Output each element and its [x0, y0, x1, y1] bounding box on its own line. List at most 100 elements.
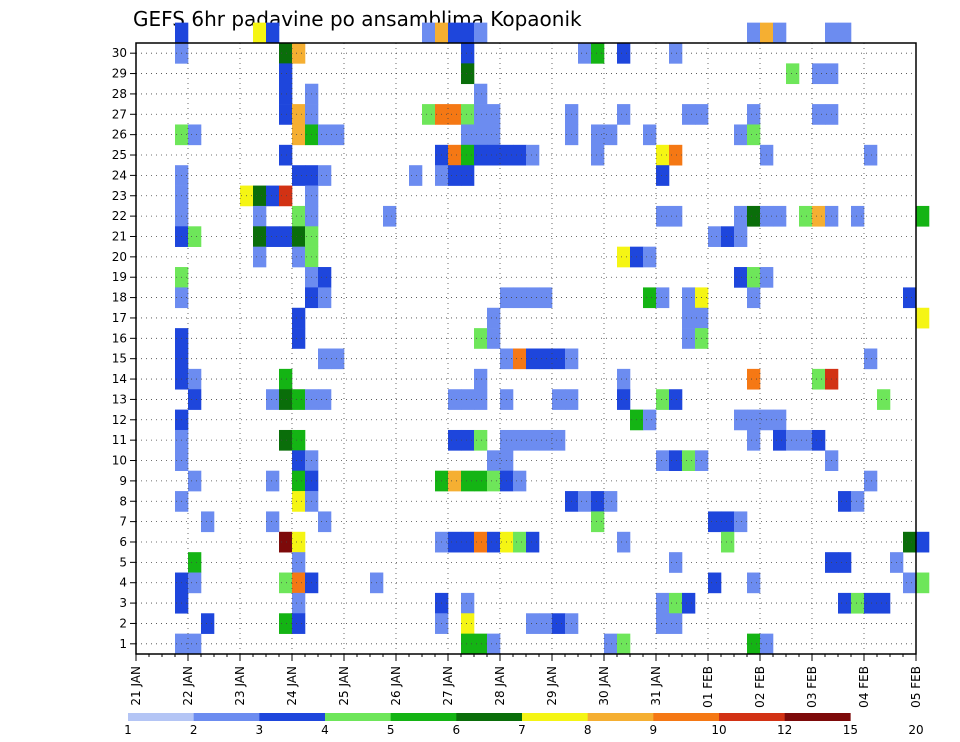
- y-tick-label: 24: [112, 168, 127, 182]
- heatmap-cell: [279, 572, 293, 594]
- heatmap-cell: [292, 429, 306, 451]
- heatmap-cell: [461, 429, 475, 451]
- heatmap-cell: [656, 165, 670, 186]
- heatmap-cell: [734, 205, 748, 227]
- heatmap-cell: [266, 389, 280, 410]
- heatmap-cell: [188, 470, 202, 492]
- heatmap-cell: [669, 613, 683, 634]
- heatmap-cell: [266, 470, 280, 492]
- grid-lines: [136, 43, 916, 654]
- heatmap-cell: [487, 104, 501, 125]
- y-tick-label: 19: [112, 270, 127, 284]
- heatmap-cell: [812, 205, 826, 227]
- heatmap-cell: [799, 205, 813, 227]
- heatmap-cell: [656, 450, 670, 471]
- heatmap-cell: [474, 368, 488, 390]
- heatmap-cell: [643, 246, 657, 268]
- heatmap-cell: [552, 613, 566, 634]
- heatmap-cell: [656, 389, 670, 410]
- heatmap-cell: [448, 22, 462, 44]
- heatmap-cell: [331, 124, 345, 146]
- colorbar-label: 6: [453, 723, 461, 737]
- heatmap-cell: [448, 144, 462, 166]
- y-tick-label: 27: [112, 107, 127, 121]
- heatmap-cell: [604, 633, 618, 655]
- heatmap-cell: [292, 552, 306, 573]
- heatmap-cell: [838, 552, 852, 573]
- heatmap-cell: [552, 429, 566, 451]
- heatmap-cell: [591, 511, 605, 533]
- colorbar-label: 9: [650, 723, 658, 737]
- heatmap-cell: [747, 205, 761, 227]
- heatmap-cell: [201, 613, 215, 634]
- heatmap-cell: [474, 22, 488, 44]
- heatmap-cell: [682, 104, 696, 125]
- heatmap-cell: [669, 552, 683, 573]
- heatmap-cell: [461, 43, 475, 64]
- heatmap-cell: [812, 104, 826, 125]
- colorbar-swatch: [390, 713, 457, 721]
- heatmap-cell: [799, 429, 813, 451]
- heatmap-cell: [461, 165, 475, 186]
- heatmap-cell: [591, 43, 605, 64]
- heatmap-cell: [474, 633, 488, 655]
- x-tick-label: 02 FEB: [753, 666, 767, 708]
- heatmap-cell: [253, 22, 267, 44]
- heatmap-cell: [474, 531, 488, 553]
- heatmap-cell: [916, 572, 930, 594]
- x-tick-label: 22 JAN: [181, 666, 195, 706]
- heatmap-cell: [487, 633, 501, 655]
- y-tick-label: 3: [119, 596, 127, 610]
- heatmap-cell: [513, 429, 527, 451]
- heatmap-cell: [292, 104, 306, 125]
- y-tick-label: 17: [112, 311, 127, 325]
- heatmap-cell: [591, 144, 605, 166]
- heatmap-cell: [188, 572, 202, 594]
- heatmap-cell: [292, 592, 306, 614]
- heatmap-cell: [292, 572, 306, 594]
- heatmap-cell: [851, 592, 865, 614]
- heatmap-cell: [864, 592, 878, 614]
- heatmap-cell: [747, 429, 761, 451]
- heatmap-cell: [916, 531, 930, 553]
- heatmap-cell: [526, 429, 540, 451]
- heatmap-cell: [903, 531, 917, 553]
- heatmap-cell: [851, 205, 865, 227]
- heatmap-cell: [474, 429, 488, 451]
- colorbar-swatch: [719, 713, 785, 721]
- heatmap-cell: [461, 592, 475, 614]
- heatmap-cell: [461, 144, 475, 166]
- x-tick-label: 04 FEB: [857, 666, 871, 708]
- heatmap-cell: [877, 389, 891, 410]
- heatmap-cell: [188, 389, 202, 410]
- heatmap-cell: [708, 511, 722, 533]
- heatmap-cell: [279, 429, 293, 451]
- heatmap-cell: [838, 491, 852, 512]
- heatmap-cell: [552, 348, 566, 370]
- heatmap-cell: [656, 287, 670, 309]
- heatmap-cell: [734, 226, 748, 247]
- heatmap-cell: [279, 389, 293, 410]
- colorbar-label: 15: [843, 723, 858, 737]
- heatmap-cell: [318, 389, 332, 410]
- heatmap-cell: [461, 63, 475, 85]
- heatmap-cell: [175, 22, 189, 44]
- heatmap-cell: [812, 63, 826, 85]
- heatmap-cell: [279, 368, 293, 390]
- heatmap-cell: [448, 429, 462, 451]
- y-tick-label: 8: [119, 494, 127, 508]
- heatmap-cell: [617, 633, 631, 655]
- heatmap-cell: [487, 144, 501, 166]
- heatmap-cell: [617, 246, 631, 268]
- heatmap-cell: [318, 287, 332, 309]
- heatmap-cell: [474, 124, 488, 146]
- x-tick-label: 28 JAN: [493, 666, 507, 706]
- heatmap-cell: [448, 389, 462, 410]
- y-tick-label: 2: [119, 616, 127, 630]
- heatmap-cell: [812, 368, 826, 390]
- heatmap-cell: [877, 592, 891, 614]
- y-tick-label: 30: [112, 46, 127, 60]
- heatmap-cell: [747, 104, 761, 125]
- heatmap-cell: [448, 531, 462, 553]
- heatmap-cell: [760, 22, 774, 44]
